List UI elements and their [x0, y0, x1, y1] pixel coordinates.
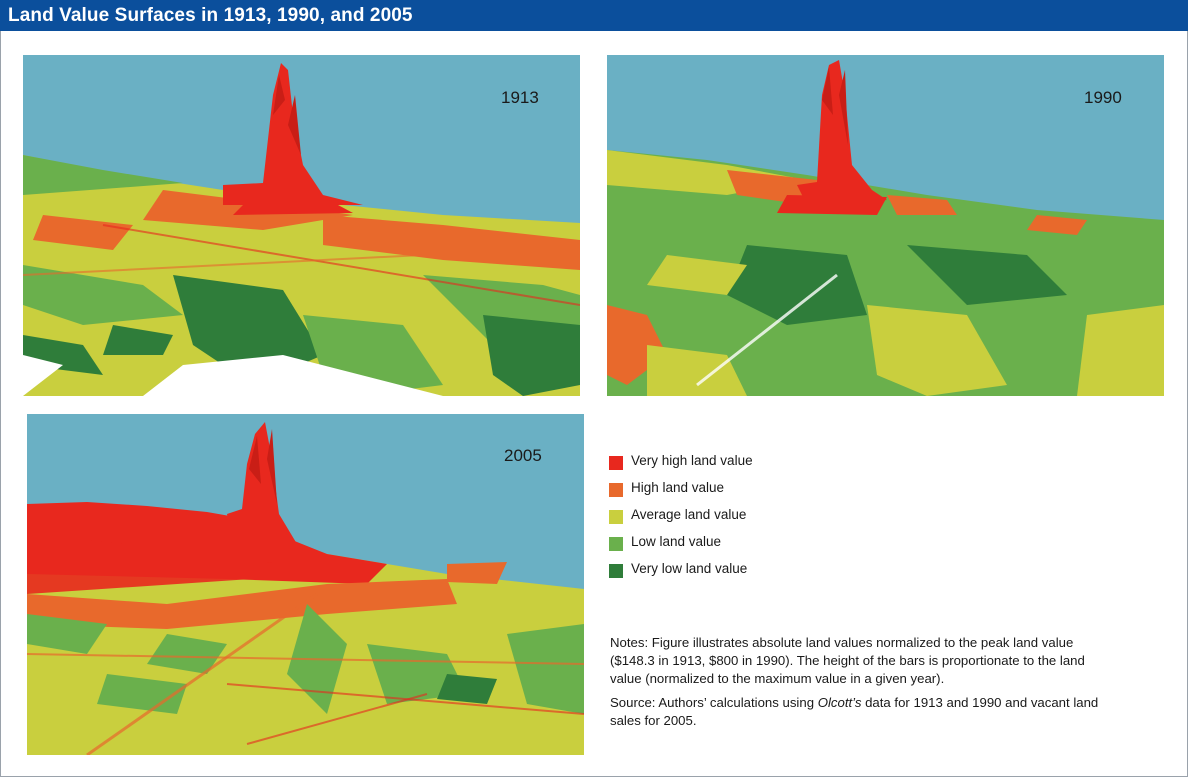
- year-label-1990: 1990: [1084, 88, 1122, 107]
- land-value-surface-1990: [607, 55, 1164, 396]
- legend-label: Average land value: [631, 507, 747, 522]
- map-panel-1913: 1913: [23, 55, 580, 396]
- land-value-surface-1913: [23, 55, 580, 396]
- title-bar: Land Value Surfaces in 1913, 1990, and 2…: [0, 0, 1188, 31]
- source-prefix: Source: Authors’ calculations using: [610, 695, 818, 710]
- swatch-high: [609, 483, 623, 497]
- land-value-surface-2005: [27, 414, 584, 755]
- map-panel-2005: 2005: [27, 414, 584, 755]
- source-suffix: data for 1913 and 1990 and vacant land s…: [610, 695, 1099, 728]
- notes-block: Notes: Figure illustrates absolute land …: [610, 634, 1110, 736]
- map-panel-1990: 1990: [607, 55, 1164, 396]
- legend-label: Very high land value: [631, 453, 753, 468]
- source-italic: Olcott’s: [817, 695, 862, 710]
- year-label-1913: 1913: [501, 88, 539, 107]
- source-text: Source: Authors’ calculations using Olco…: [610, 694, 1110, 730]
- year-label-2005: 2005: [504, 446, 542, 465]
- figure-title: Land Value Surfaces in 1913, 1990, and 2…: [8, 5, 413, 26]
- legend-label: High land value: [631, 480, 725, 495]
- legend-label: Very low land value: [631, 561, 748, 576]
- swatch-average: [609, 510, 623, 524]
- notes-text: Notes: Figure illustrates absolute land …: [610, 635, 1085, 686]
- swatch-low: [609, 537, 623, 551]
- swatch-very-low: [609, 564, 623, 578]
- legend-label: Low land value: [631, 534, 722, 549]
- swatch-very-high: [609, 456, 623, 470]
